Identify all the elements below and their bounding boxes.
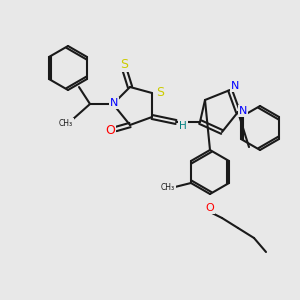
Text: H: H [179, 121, 187, 131]
Text: N: N [110, 98, 118, 108]
Text: S: S [156, 85, 164, 98]
Text: CH₃: CH₃ [161, 182, 175, 191]
Text: O: O [206, 203, 214, 213]
Text: N: N [231, 81, 239, 91]
Text: N: N [239, 106, 247, 116]
Text: CH₃: CH₃ [59, 118, 73, 127]
Text: O: O [105, 124, 115, 137]
Text: S: S [120, 58, 128, 70]
